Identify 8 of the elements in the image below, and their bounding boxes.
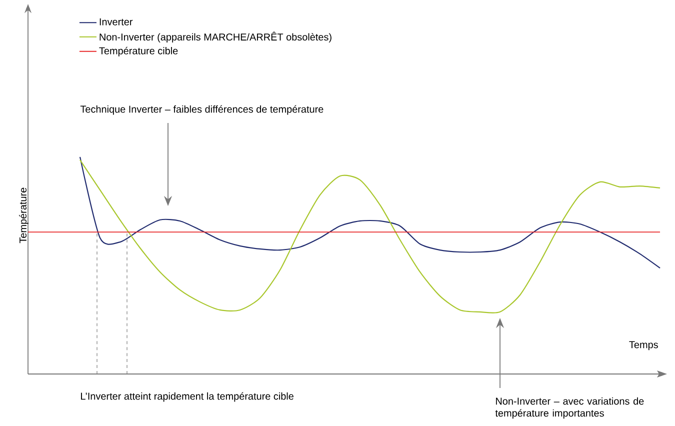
text: Non-Inverter – avec variations de température importantes <box>495 397 644 419</box>
legend-label: Inverter <box>100 18 133 26</box>
text: L’Inverter atteint rapidement la température cible <box>81 392 294 402</box>
legend-label: Température cible <box>99 46 178 56</box>
legend-label: Non-Inverter (appareils MARCHE/ARRÊT obsolètes) <box>100 32 332 43</box>
y-axis-title: Température <box>19 188 28 244</box>
text: Technique Inverter – faibles différences de température <box>80 105 324 115</box>
x-axis-title: Temps <box>629 341 658 350</box>
